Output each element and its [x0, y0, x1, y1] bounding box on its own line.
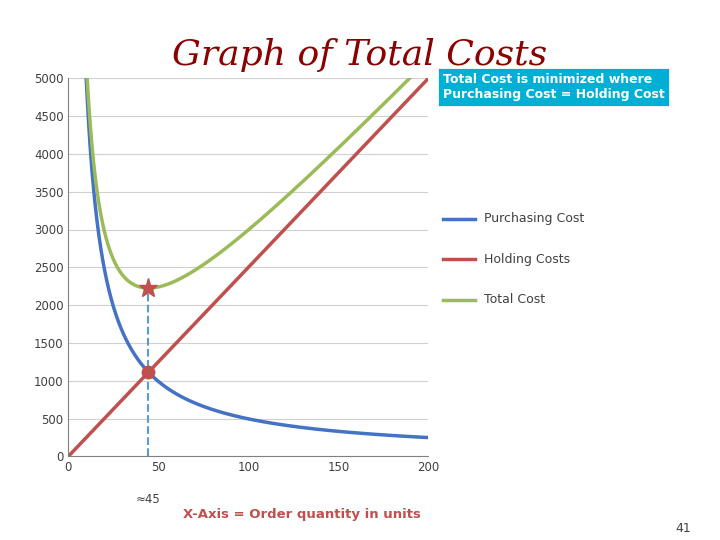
- Total Cost: [228, 239, 237, 246]
- Text: Graph of Total Costs: Graph of Total Costs: [172, 38, 548, 72]
- Purchasing Cost: [305, 425, 314, 431]
- Total Cost: [336, 143, 345, 149]
- Text: Holding Costs: Holding Costs: [484, 253, 570, 266]
- Text: ≈45: ≈45: [136, 492, 161, 505]
- Total Cost: [278, 197, 287, 204]
- Purchasing Cost: [228, 412, 237, 418]
- Total Cost: [130, 281, 138, 288]
- Text: 41: 41: [675, 522, 691, 535]
- Total Cost: [158, 282, 167, 289]
- Text: Purchasing Cost: Purchasing Cost: [484, 212, 584, 225]
- Holding Costs: [336, 168, 344, 174]
- Total Cost: [144, 285, 153, 292]
- Line: Total Cost: Total Cost: [71, 0, 428, 288]
- Holding Costs: [66, 451, 75, 458]
- Holding Costs: [158, 354, 166, 361]
- Text: Total Cost: Total Cost: [484, 293, 545, 306]
- Line: Purchasing Cost: Purchasing Cost: [71, 0, 428, 437]
- Line: Holding Costs: Holding Costs: [71, 78, 428, 455]
- Holding Costs: [305, 200, 314, 206]
- Holding Costs: [130, 384, 138, 391]
- Purchasing Cost: [336, 428, 344, 435]
- Total Cost: [306, 172, 315, 178]
- Text: Total Cost is minimized where
Purchasing Cost = Holding Cost: Total Cost is minimized where Purchasing…: [443, 73, 665, 101]
- Holding Costs: [424, 75, 433, 82]
- Purchasing Cost: [158, 381, 166, 388]
- Text: X-Axis = Order quantity in units: X-Axis = Order quantity in units: [184, 508, 421, 521]
- Holding Costs: [277, 230, 286, 236]
- Purchasing Cost: [130, 350, 138, 356]
- Holding Costs: [228, 281, 237, 287]
- Purchasing Cost: [424, 434, 433, 441]
- Purchasing Cost: [277, 421, 286, 428]
- Total Cost: [424, 56, 433, 63]
